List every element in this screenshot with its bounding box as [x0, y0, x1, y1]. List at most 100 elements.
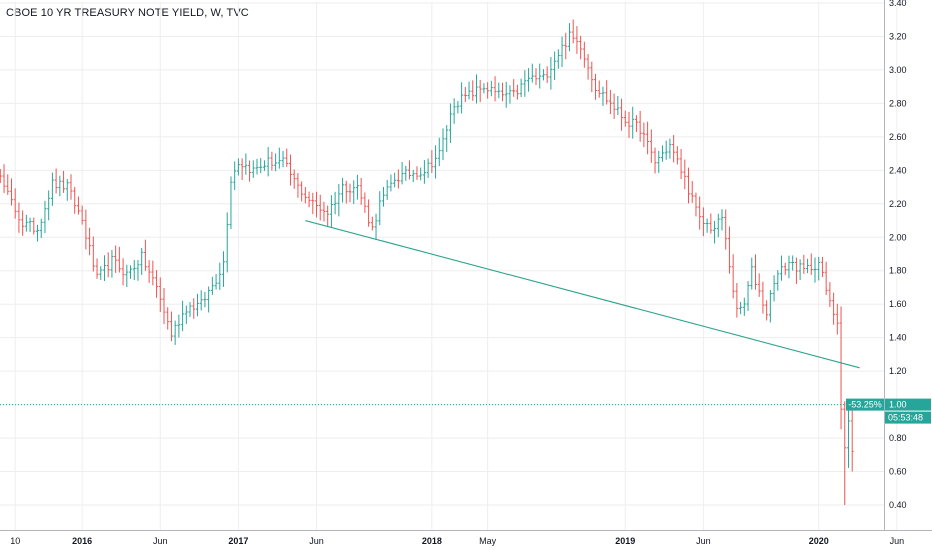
- trendline[interactable]: [305, 220, 860, 369]
- ohlc-bar: [6, 174, 10, 195]
- price-axis-tick-label: 0.80: [889, 433, 907, 443]
- ohlc-bar: [627, 111, 631, 138]
- time-axis-tick-label: May: [479, 536, 497, 546]
- price-axis-tick-label: 3.20: [889, 31, 907, 41]
- ohlc-bar: [47, 190, 51, 221]
- ohlc-bar: [129, 265, 133, 279]
- ohlc-bar: [437, 137, 441, 167]
- ohlc-bar: [694, 192, 698, 217]
- ohlc-bar: [207, 286, 211, 313]
- ohlc-bar: [471, 80, 475, 101]
- ohlc-bar: [65, 178, 69, 201]
- ohlc-bar: [687, 167, 691, 204]
- ohlc-bar: [214, 274, 218, 290]
- ohlc-bar: [452, 98, 456, 124]
- ohlc-bar: [136, 260, 140, 281]
- time-axis-tick-label: 2020: [809, 536, 829, 546]
- ohlc-bar: [846, 404, 850, 468]
- ohlc-bar: [43, 200, 47, 234]
- ohlc-bar: [850, 404, 854, 472]
- ohlc-bar: [512, 79, 516, 97]
- ohlc-bar: [456, 101, 460, 114]
- ohlc-bar: [162, 288, 166, 325]
- ohlc-bar: [370, 216, 374, 231]
- ohlc-bar: [668, 138, 672, 159]
- ohlc-bar: [701, 207, 705, 237]
- ohlc-bar: [731, 254, 735, 299]
- ohlc-bar: [560, 36, 564, 67]
- ohlc-bar: [262, 160, 266, 171]
- ohlc-bar: [657, 150, 661, 173]
- ohlc-bar: [415, 166, 419, 180]
- ohlc-bar: [638, 110, 642, 142]
- price-badge: [885, 398, 931, 411]
- ohlc-bar: [430, 150, 434, 174]
- ohlc-bar: [515, 84, 519, 100]
- ohlc-bar: [32, 217, 36, 235]
- time-axis-tick-label: Jun: [890, 536, 905, 546]
- ohlc-bar: [556, 49, 560, 69]
- ohlc-bar: [389, 174, 393, 192]
- ohlc-bar: [616, 95, 620, 116]
- time-axis-tick-label: Jun: [153, 536, 168, 546]
- ohlc-bar: [400, 161, 404, 185]
- time-axis-tick-label: Jun: [309, 536, 324, 546]
- time-axis-tick-label: 2019: [615, 536, 635, 546]
- ohlc-bar: [698, 196, 702, 230]
- ohlc-bar: [724, 209, 728, 250]
- ohlc-bar: [768, 290, 772, 323]
- price-axis-tick-label: 0.60: [889, 467, 907, 477]
- ohlc-bar: [58, 175, 62, 197]
- ohlc-bar: [251, 160, 255, 178]
- ohlc-bar: [571, 19, 575, 44]
- ohlc-bar: [229, 176, 233, 230]
- ohlc-bar: [653, 147, 657, 174]
- ohlc-bar: [534, 68, 538, 85]
- ohlc-bar: [95, 258, 99, 279]
- ohlc-bar: [530, 63, 534, 83]
- ohlc-bar: [140, 247, 144, 275]
- price-axis-tick-label: 2.00: [889, 232, 907, 242]
- ohlc-bar: [184, 305, 188, 324]
- ohlc-bar: [259, 158, 263, 174]
- ohlc-bar: [422, 160, 426, 184]
- ohlc-bar: [54, 168, 58, 194]
- ohlc-bar: [426, 158, 430, 178]
- chart-title: CBOE 10 YR TREASURY NOTE YIELD, W, TVC: [6, 7, 249, 19]
- ohlc-bar: [716, 213, 720, 238]
- ohlc-bar: [720, 209, 724, 231]
- ohlc-bar: [181, 300, 185, 332]
- ohlc-bar: [590, 61, 594, 93]
- ohlc-bar: [73, 186, 77, 214]
- ohlc-bar: [199, 290, 203, 311]
- ohlc-bar: [564, 32, 568, 60]
- ohlc-bar: [504, 81, 508, 108]
- ohlc-bar: [352, 180, 356, 204]
- ohlc-bar: [281, 151, 285, 168]
- ohlc-bar: [337, 184, 341, 217]
- ohlc-bar: [385, 179, 389, 200]
- ohlc-bar: [39, 218, 43, 238]
- ohlc-bar: [367, 199, 371, 227]
- ohlc-bar: [549, 57, 553, 90]
- ohlc-bar: [489, 80, 493, 97]
- ohlc-bar: [753, 254, 757, 290]
- ohlc-bar: [813, 257, 817, 283]
- ohlc-bar: [448, 103, 452, 143]
- ohlc-bar: [802, 254, 806, 274]
- ohlc-bar: [582, 41, 586, 68]
- ohlc-bar: [746, 281, 750, 311]
- ohlc-bar: [575, 26, 579, 54]
- ohlc-bar: [80, 205, 84, 225]
- ohlc-bar: [664, 140, 668, 160]
- ohlc-bar: [739, 301, 743, 315]
- ohlc-bar: [441, 128, 445, 161]
- ohlc-bar: [750, 257, 754, 290]
- ohlc-bar: [787, 255, 791, 279]
- ohlc-bar: [36, 224, 40, 242]
- ohlc-bar: [188, 302, 192, 317]
- ohlc-bar: [809, 253, 813, 275]
- ohlc-bar: [839, 306, 843, 430]
